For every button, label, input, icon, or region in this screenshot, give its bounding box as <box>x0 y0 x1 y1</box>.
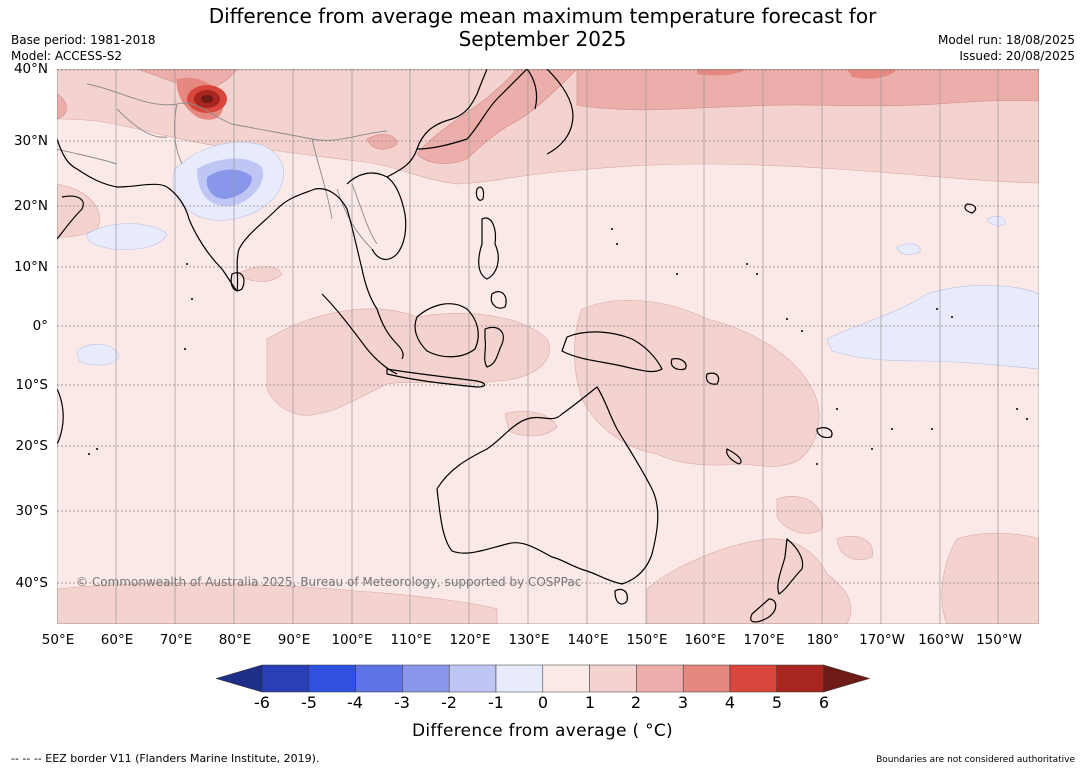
lon-label-180: 180° <box>806 632 840 648</box>
lon-label-150w: 150°W <box>976 632 1022 648</box>
anomaly-band-negative <box>76 142 1039 370</box>
lon-label-170w: 170°W <box>859 632 905 648</box>
lon-label-50e: 50°E <box>41 632 75 648</box>
lon-label-150e: 150°E <box>626 632 668 648</box>
colorbar-swatch <box>495 664 544 693</box>
country-borders <box>57 83 388 250</box>
eez-border-note: -- -- -- EEZ border V11 (Flanders Marine… <box>11 752 320 765</box>
lon-label-60e: 60°E <box>100 632 134 648</box>
island-dots <box>88 228 1028 465</box>
lon-label-90e: 90°E <box>277 632 311 648</box>
colorbar-swatch <box>448 664 497 693</box>
colorbar-swatch <box>589 664 637 693</box>
colorbar-swatch <box>636 664 684 693</box>
colorbar-label: Difference from average ( °C) <box>411 721 673 741</box>
colorbar <box>215 664 871 693</box>
lon-label-110e: 110°E <box>390 632 432 648</box>
colorbar-tick-2: 2 <box>630 693 642 712</box>
colorbar-tick-minus4: -4 <box>347 693 363 712</box>
lon-label-140e: 140°E <box>567 632 609 648</box>
metadata-left: Base period: 1981-2018 Model: ACCESS-S2 <box>11 32 156 64</box>
colorbar-swatch <box>776 664 824 693</box>
lon-label-160w: 160°W <box>918 632 964 648</box>
lat-label-10n: 10°N <box>13 259 48 275</box>
title-line-1: Difference from average mean maximum tem… <box>208 4 877 28</box>
lat-label-20s: 20°S <box>15 438 49 454</box>
colorbar-tick-4: 4 <box>724 693 736 712</box>
colorbar-tick-minus3: -3 <box>394 693 410 712</box>
anomaly-band-2-to-3 <box>57 69 1039 164</box>
colorbar-tick-3: 3 <box>677 693 689 712</box>
colorbar-tick-minus2: -2 <box>441 693 457 712</box>
boundary-disclaimer: Boundaries are not considered authoritat… <box>876 755 1075 765</box>
colorbar-tick-minus6: -6 <box>254 693 270 712</box>
colorbar-swatch <box>308 664 356 693</box>
colorbar-swatch <box>682 664 731 693</box>
colorbar-tick-1: 1 <box>584 693 596 712</box>
model-name: Model: ACCESS-S2 <box>11 49 123 63</box>
colorbar-extend-high <box>823 664 871 693</box>
colorbar-swatch <box>402 664 450 693</box>
copyright-note: © Commonwealth of Australia 2025, Bureau… <box>76 575 581 589</box>
colorbar-tick-0: 0 <box>537 693 549 712</box>
lat-label-0: 0° <box>32 318 48 334</box>
colorbar-tick-5: 5 <box>771 693 783 712</box>
colorbar-tick-minus5: -5 <box>301 693 317 712</box>
colorbar-swatch <box>542 664 590 693</box>
colorbar-swatch <box>261 664 310 693</box>
lat-label-40s: 40°S <box>15 575 49 591</box>
lon-label-160e: 160°E <box>684 632 726 648</box>
issued-date: Issued: 20/08/2025 <box>959 49 1075 63</box>
base-period: Base period: 1981-2018 <box>11 33 156 47</box>
colorbar-extend-low <box>215 664 263 693</box>
lon-label-130e: 130°E <box>508 632 550 648</box>
lat-label-20n: 20°N <box>13 198 48 214</box>
lon-label-80e: 80°E <box>218 632 252 648</box>
colorbar-swatch <box>729 664 778 693</box>
graticule <box>57 69 1039 624</box>
model-run: Model run: 18/08/2025 <box>937 33 1075 47</box>
title-line-2: September 2025 <box>458 27 627 51</box>
lon-label-170e: 170°E <box>743 632 785 648</box>
lat-label-40n: 40°N <box>13 61 48 77</box>
anomaly-map: © Commonwealth of Australia 2025, Bureau… <box>57 69 1039 624</box>
colorbar-tick-6: 6 <box>818 693 830 712</box>
metadata-right: Model run: 18/08/2025 Issued: 20/08/2025 <box>938 32 1075 64</box>
colorbar-tick-minus1: -1 <box>488 693 504 712</box>
colorbar-swatch <box>355 664 403 693</box>
lat-label-10s: 10°S <box>15 377 49 393</box>
lat-label-30s: 30°S <box>15 503 49 519</box>
lon-label-100e: 100°E <box>331 632 373 648</box>
lon-label-120e: 120°E <box>449 632 491 648</box>
anomaly-band-4-plus <box>187 85 227 113</box>
chart-title: Difference from average mean maximum tem… <box>0 5 1085 51</box>
lon-label-70e: 70°E <box>159 632 193 648</box>
coastlines <box>57 69 977 623</box>
lat-label-30n: 30°N <box>13 133 48 149</box>
